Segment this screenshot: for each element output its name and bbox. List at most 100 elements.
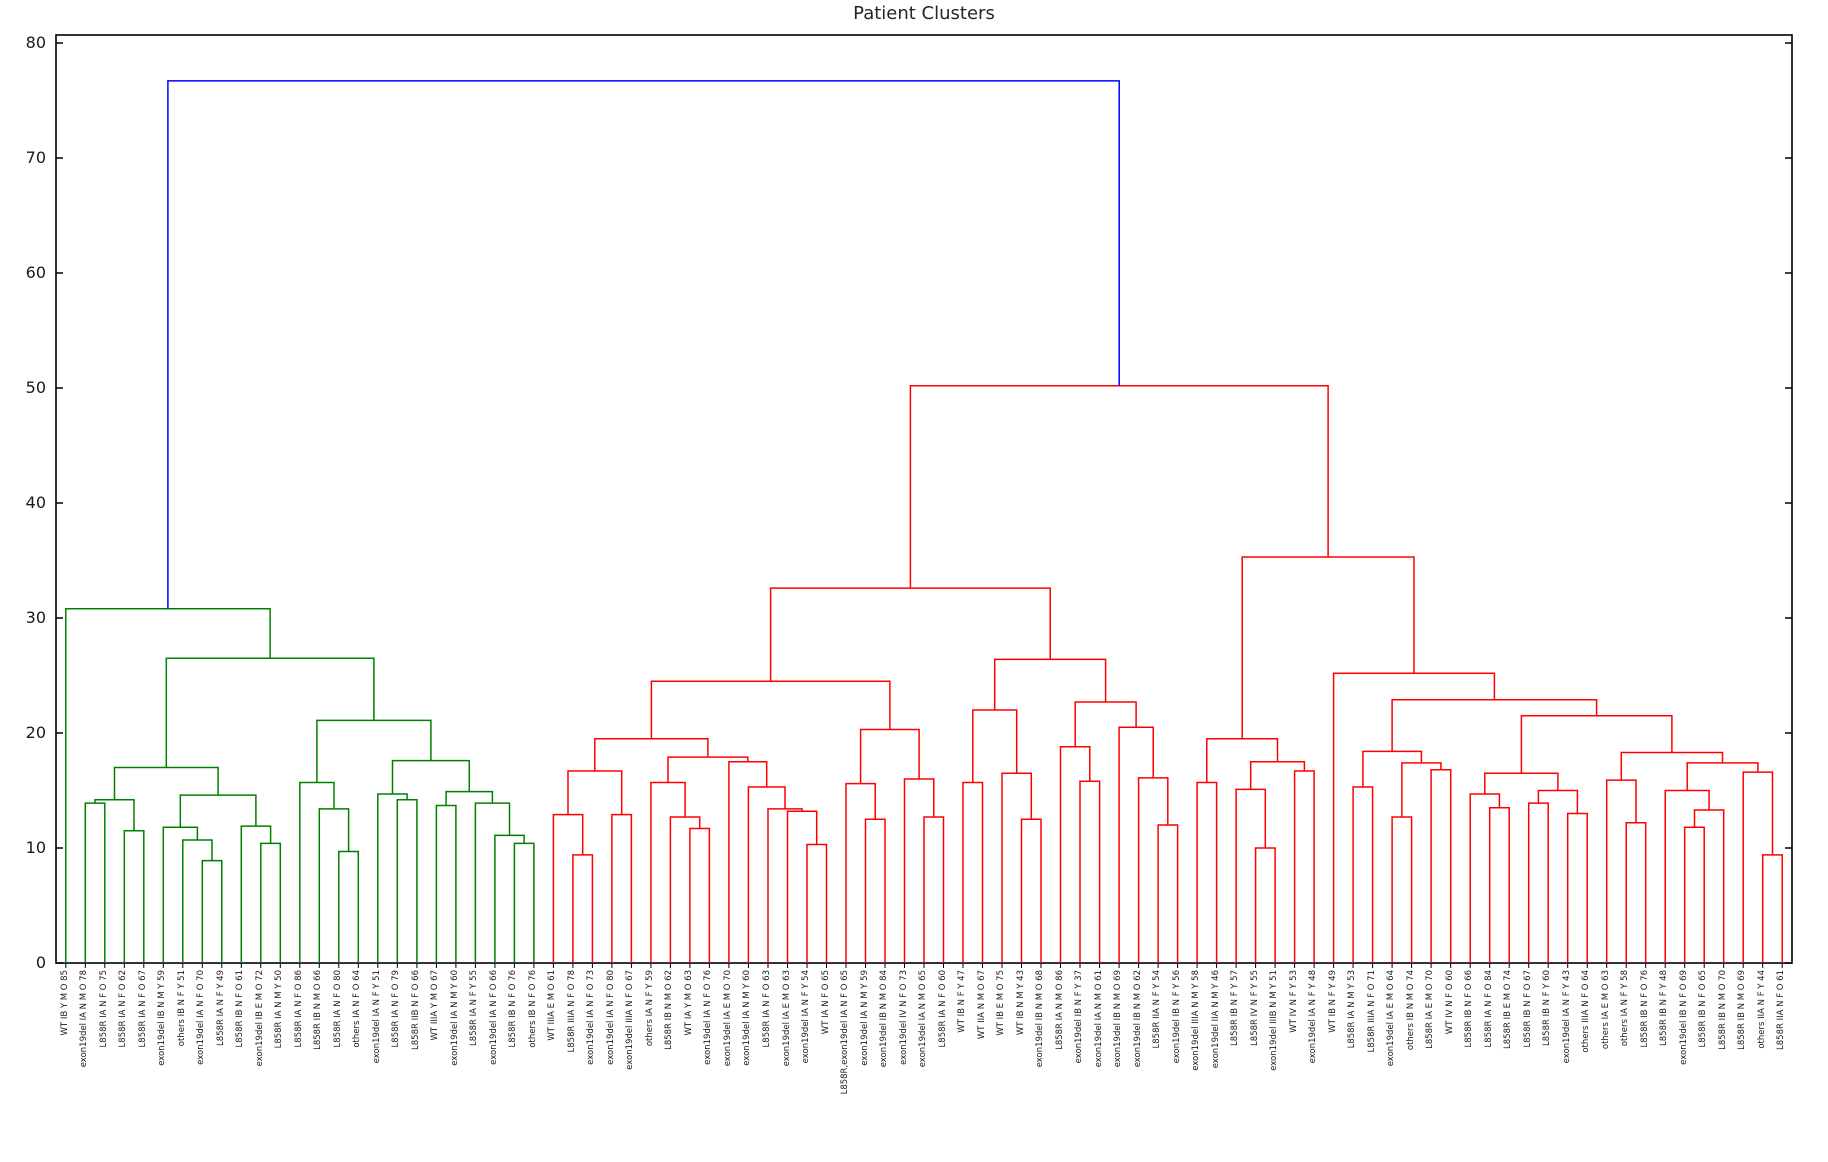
leaf-label-text: WT IB N F Y 49 [1327,970,1338,1033]
leaf-label-text: L858R IA N F O 86 [293,970,304,1048]
leaf-label-text: WT IB E M O 75 [996,970,1006,1036]
leaf-label-text: L858R IB N F Y 57 [1230,970,1241,1046]
leaf-label-text: others IA N F O 64 [352,970,363,1048]
leaf-label-text: exon19del IA N M Y 60 [449,970,460,1066]
y-tick-label: 50 [25,378,46,397]
leaf-label-text: others IB N M O 74 [1405,970,1416,1051]
leaf-label-text: exon19del IA N F O 70 [196,970,207,1065]
leaf-label-text: L858R IIIA N F O 78 [566,970,577,1053]
leaf-label-text: L858R IB N F Y 60 [1542,970,1553,1046]
leaf-label-text: L858R IB N F O 67 [1522,970,1533,1048]
leaf-label-text: WT IV N F Y 53 [1288,970,1299,1033]
leaf-label-text: WT IB Y M O 85 [59,970,70,1036]
leaf-label-text: L858R IA N F Y 49 [215,970,226,1046]
leaf-label-text: L858R IA N F O 84 [1483,970,1494,1048]
leaf-label-text: L858R IIA N F O 61 [1776,970,1787,1050]
leaf-label-text: exon19del IA N F Y 48 [1308,970,1319,1064]
x-axis-ticks [65,963,1783,968]
y-tick-label: 60 [25,263,46,282]
leaf-label-text: exon19del IA N M Y 60 [742,970,753,1066]
leaf-label-text: exon19del IIIA N M Y 58 [1191,970,1202,1071]
leaf-label-text: exon19del IA N M O 61 [1093,970,1104,1068]
leaf-label-text: exon19del IB N M Y 59 [157,970,168,1066]
leaf-label-text: L858R IA N M Y 53 [1347,970,1358,1049]
leaf-label-text: L858R IA N F O 60 [937,970,948,1048]
leaf-label-text: WT IA Y M O 63 [683,970,694,1036]
leaf-label-text: exon19del IV N F O 73 [898,970,909,1065]
leaf-label-text: exon19del IA N F Y 43 [1561,970,1572,1064]
leaf-label-text: L858R IB N M O 62 [664,970,675,1050]
y-tick-label: 30 [25,608,46,627]
leaf-label-text: L858R IIA N F Y 54 [1152,970,1163,1049]
leaf-label-text: exon19del IA N M O 65 [918,970,928,1068]
leaf-label-text: L858R IB N M O 66 [313,970,324,1050]
leaf-label-text: exon19del IA N M Y 59 [859,970,870,1066]
leaf-label-text: exon19del IB E M O 72 [254,970,265,1067]
leaf-label-text: WT IA N F O 65 [820,970,831,1035]
cluster-links-red [552,384,1783,963]
leaf-label-text: exon19del IB N M O 84 [879,970,889,1068]
leaf-label-text: L858R IB N M O 69 [1737,970,1748,1050]
chart-title: Patient Clusters [853,3,995,24]
leaf-label-text: exon19del IB N M O 62 [1132,970,1143,1068]
leaf-label-text: exon19del IIIB N M Y 51 [1269,970,1280,1071]
leaf-label-text: exon19del IA N F O 80 [605,970,616,1065]
leaf-label-text: WT IIA N M O 67 [976,970,987,1040]
leaf-label-text: WT IIIA Y M O 67 [430,970,441,1041]
leaf-label-text: L858R IB N F O 76 [1639,970,1650,1048]
y-tick-label: 20 [25,723,46,742]
y-tick-label: 70 [25,148,46,167]
leaf-label-text: exon19del IA N F Y 51 [371,970,382,1064]
leaf-label-text: WT IB N F Y 47 [957,970,967,1033]
leaf-label-text: L858R IA E M O 70 [1425,970,1436,1049]
y-tick-label: 0 [35,953,46,972]
leaf-label-text: exon19del IB N F O 69 [1678,970,1689,1065]
leaf-label-text: others IIIA N F O 64 [1581,970,1592,1053]
leaf-label-text: L858R IB N M O 70 [1717,970,1728,1050]
leaf-label-text: WT IB N M Y 43 [1015,970,1026,1036]
leaf-label-text: L858R IA N F Y 55 [469,970,480,1046]
leaf-label-text: exon19del IA N F O 66 [488,970,499,1065]
leaf-label-text: L858R IA N F O 75 [98,970,109,1048]
leaf-label-text: exon19del IA E M O 63 [781,970,792,1067]
leaf-label-text: others IB N F Y 51 [176,970,187,1047]
leaf-label-text: L858R IA N M O 86 [1054,970,1065,1050]
leaf-label-text: exon19del IA E M O 70 [722,970,733,1067]
leaf-label-text: exon19del IA N F Y 54 [801,970,811,1064]
leaf-label-text: exon19del IA E M O 64 [1386,970,1397,1067]
leaf-label-text: WT IV N F O 60 [1444,970,1455,1035]
leaf-label-text: exon19del IA N M O 78 [79,970,90,1068]
leaf-label-text: exon19del IB N M O 68 [1035,970,1045,1068]
leaf-label-text: exon19del IIA N M Y 46 [1210,970,1221,1069]
leaf-label-text: L858R IIIA N F O 71 [1366,970,1377,1053]
leaf-label-text: exon19del IA N F O 73 [586,970,597,1065]
root-link-blue [167,80,1120,609]
y-tick-label: 80 [25,33,46,52]
leaf-label-text: exon19del IA N F O 76 [703,970,714,1065]
leaf-label-text: L858R IA N F O 79 [391,970,402,1048]
leaf-label-text: L858R IIB N F O 66 [410,970,421,1050]
leaf-label-text: exon19del IB N F Y 37 [1074,970,1084,1064]
leaf-label-text: others IA N F Y 58 [1620,970,1631,1047]
leaf-label-text: others IB N F O 76 [527,970,538,1048]
leaf-label-text: L858R IB E M O 74 [1503,970,1514,1049]
leaf-label-text: L858R IB N F O 76 [508,970,519,1048]
leaf-label-text: L858R IA N F O 63 [762,970,772,1048]
leaf-label-text: L858R IB N F Y 48 [1659,970,1670,1046]
leaf-label-text: L858R IV N F Y 55 [1249,970,1260,1046]
leaf-label-text: L858R IB N F O 66 [1464,970,1475,1048]
leaf-label-text: exon19del IIIA N F O 67 [625,970,636,1070]
leaf-label-text: WT IIIA E M O 61 [547,970,558,1041]
leaf-label-text: L858R IB N F O 61 [235,970,246,1048]
leaf-label-text: L858R IB N F O 65 [1698,970,1709,1048]
leaf-label-text: L858R IA N F O 62 [118,970,129,1048]
leaf-label-text: others IA E M O 63 [1600,970,1611,1050]
y-tick-label: 40 [25,493,46,512]
leaf-label-text: L858R IA N F O 80 [332,970,343,1048]
leaf-label-text: others IIA N F Y 44 [1756,970,1767,1049]
y-tick-label: 10 [25,838,46,857]
cluster-links-green [65,608,535,963]
y-axis-ticks [56,42,1792,964]
